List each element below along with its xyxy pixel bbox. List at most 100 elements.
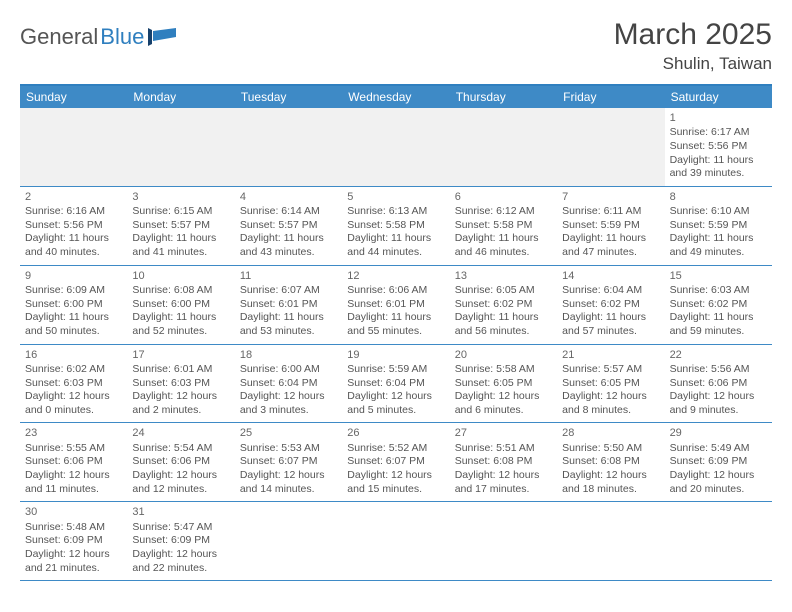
day-info-line: Daylight: 12 hours bbox=[240, 469, 337, 483]
day-cell bbox=[235, 502, 342, 580]
day-cell bbox=[235, 108, 342, 186]
day-info-line: Daylight: 11 hours bbox=[670, 311, 767, 325]
day-info-line: and 12 minutes. bbox=[132, 483, 229, 497]
day-info-line: Sunset: 6:08 PM bbox=[562, 455, 659, 469]
day-info-line: Sunset: 6:00 PM bbox=[25, 298, 122, 312]
day-cell: 4Sunrise: 6:14 AMSunset: 5:57 PMDaylight… bbox=[235, 187, 342, 265]
day-info-line: Sunset: 5:56 PM bbox=[25, 219, 122, 233]
day-number: 6 bbox=[455, 190, 552, 204]
day-info-line: and 52 minutes. bbox=[132, 325, 229, 339]
day-info-line: Sunrise: 6:16 AM bbox=[25, 205, 122, 219]
day-info-line: Sunset: 5:57 PM bbox=[240, 219, 337, 233]
day-info-line: Daylight: 11 hours bbox=[132, 232, 229, 246]
day-info-line: Daylight: 11 hours bbox=[347, 232, 444, 246]
day-info-line: Daylight: 12 hours bbox=[132, 469, 229, 483]
day-info-line: and 41 minutes. bbox=[132, 246, 229, 260]
day-info-line: Sunset: 6:06 PM bbox=[670, 377, 767, 391]
day-cell: 21Sunrise: 5:57 AMSunset: 6:05 PMDayligh… bbox=[557, 345, 664, 423]
week-row: 30Sunrise: 5:48 AMSunset: 6:09 PMDayligh… bbox=[20, 502, 772, 581]
day-info-line: Sunrise: 6:09 AM bbox=[25, 284, 122, 298]
day-info-line: and 59 minutes. bbox=[670, 325, 767, 339]
day-info-line: Sunrise: 6:14 AM bbox=[240, 205, 337, 219]
day-info-line: Daylight: 12 hours bbox=[455, 469, 552, 483]
day-info-line: Sunrise: 5:56 AM bbox=[670, 363, 767, 377]
day-info-line: and 2 minutes. bbox=[132, 404, 229, 418]
day-info-line: Daylight: 12 hours bbox=[240, 390, 337, 404]
week-row: 9Sunrise: 6:09 AMSunset: 6:00 PMDaylight… bbox=[20, 266, 772, 345]
day-info-line: Daylight: 12 hours bbox=[25, 390, 122, 404]
day-info-line: and 20 minutes. bbox=[670, 483, 767, 497]
day-cell bbox=[557, 108, 664, 186]
day-info-line: and 9 minutes. bbox=[670, 404, 767, 418]
day-info-line: Sunrise: 5:58 AM bbox=[455, 363, 552, 377]
day-cell bbox=[20, 108, 127, 186]
day-cell: 7Sunrise: 6:11 AMSunset: 5:59 PMDaylight… bbox=[557, 187, 664, 265]
day-cell: 19Sunrise: 5:59 AMSunset: 6:04 PMDayligh… bbox=[342, 345, 449, 423]
day-number: 16 bbox=[25, 348, 122, 362]
day-info-line: Sunset: 6:06 PM bbox=[25, 455, 122, 469]
dow-row: Sunday Monday Tuesday Wednesday Thursday… bbox=[20, 86, 772, 108]
day-number: 13 bbox=[455, 269, 552, 283]
day-cell: 31Sunrise: 5:47 AMSunset: 6:09 PMDayligh… bbox=[127, 502, 234, 580]
day-number: 23 bbox=[25, 426, 122, 440]
day-info-line: Sunset: 6:01 PM bbox=[347, 298, 444, 312]
day-info-line: Sunset: 5:58 PM bbox=[455, 219, 552, 233]
day-info-line: Sunrise: 6:12 AM bbox=[455, 205, 552, 219]
day-cell: 20Sunrise: 5:58 AMSunset: 6:05 PMDayligh… bbox=[450, 345, 557, 423]
day-info-line: and 3 minutes. bbox=[240, 404, 337, 418]
day-info-line: and 21 minutes. bbox=[25, 562, 122, 576]
day-info-line: and 11 minutes. bbox=[25, 483, 122, 497]
day-info-line: Daylight: 11 hours bbox=[132, 311, 229, 325]
logo: General Blue bbox=[20, 18, 176, 50]
day-cell: 28Sunrise: 5:50 AMSunset: 6:08 PMDayligh… bbox=[557, 423, 664, 501]
day-info-line: and 50 minutes. bbox=[25, 325, 122, 339]
day-info-line: Sunrise: 6:04 AM bbox=[562, 284, 659, 298]
day-info-line: and 39 minutes. bbox=[670, 167, 767, 181]
day-info-line: and 22 minutes. bbox=[132, 562, 229, 576]
dow-cell: Sunday bbox=[20, 86, 127, 108]
day-cell: 9Sunrise: 6:09 AMSunset: 6:00 PMDaylight… bbox=[20, 266, 127, 344]
day-info-line: and 57 minutes. bbox=[562, 325, 659, 339]
day-info-line: and 55 minutes. bbox=[347, 325, 444, 339]
day-cell: 6Sunrise: 6:12 AMSunset: 5:58 PMDaylight… bbox=[450, 187, 557, 265]
day-info-line: Sunset: 6:02 PM bbox=[562, 298, 659, 312]
day-info-line: and 8 minutes. bbox=[562, 404, 659, 418]
logo-text-main: General bbox=[20, 24, 98, 50]
day-cell bbox=[665, 502, 772, 580]
day-info-line: Sunrise: 5:59 AM bbox=[347, 363, 444, 377]
day-info-line: Sunset: 6:07 PM bbox=[240, 455, 337, 469]
day-info-line: Sunset: 6:09 PM bbox=[132, 534, 229, 548]
day-cell bbox=[557, 502, 664, 580]
dow-cell: Tuesday bbox=[235, 86, 342, 108]
day-info-line: Sunrise: 5:51 AM bbox=[455, 442, 552, 456]
location: Shulin, Taiwan bbox=[614, 54, 772, 74]
day-info-line: Sunrise: 5:50 AM bbox=[562, 442, 659, 456]
day-info-line: Daylight: 12 hours bbox=[132, 390, 229, 404]
day-number: 25 bbox=[240, 426, 337, 440]
day-info-line: Daylight: 12 hours bbox=[562, 390, 659, 404]
day-info-line: Daylight: 12 hours bbox=[562, 469, 659, 483]
day-info-line: and 49 minutes. bbox=[670, 246, 767, 260]
dow-cell: Saturday bbox=[665, 86, 772, 108]
day-info-line: and 18 minutes. bbox=[562, 483, 659, 497]
day-number: 18 bbox=[240, 348, 337, 362]
day-cell bbox=[450, 502, 557, 580]
day-cell: 16Sunrise: 6:02 AMSunset: 6:03 PMDayligh… bbox=[20, 345, 127, 423]
day-info-line: and 46 minutes. bbox=[455, 246, 552, 260]
day-info-line: Sunset: 6:09 PM bbox=[25, 534, 122, 548]
day-info-line: Sunrise: 6:05 AM bbox=[455, 284, 552, 298]
day-cell: 23Sunrise: 5:55 AMSunset: 6:06 PMDayligh… bbox=[20, 423, 127, 501]
day-info-line: Sunset: 6:03 PM bbox=[132, 377, 229, 391]
logo-text-blue: Blue bbox=[100, 24, 144, 50]
day-info-line: Sunset: 6:00 PM bbox=[132, 298, 229, 312]
day-info-line: Daylight: 12 hours bbox=[25, 469, 122, 483]
week-row: 23Sunrise: 5:55 AMSunset: 6:06 PMDayligh… bbox=[20, 423, 772, 502]
day-number: 1 bbox=[670, 111, 767, 125]
day-number: 9 bbox=[25, 269, 122, 283]
day-info-line: Sunset: 6:04 PM bbox=[347, 377, 444, 391]
day-cell: 18Sunrise: 6:00 AMSunset: 6:04 PMDayligh… bbox=[235, 345, 342, 423]
day-info-line: Daylight: 12 hours bbox=[132, 548, 229, 562]
day-info-line: Daylight: 11 hours bbox=[25, 232, 122, 246]
day-info-line: Sunrise: 6:15 AM bbox=[132, 205, 229, 219]
day-info-line: Sunrise: 5:53 AM bbox=[240, 442, 337, 456]
